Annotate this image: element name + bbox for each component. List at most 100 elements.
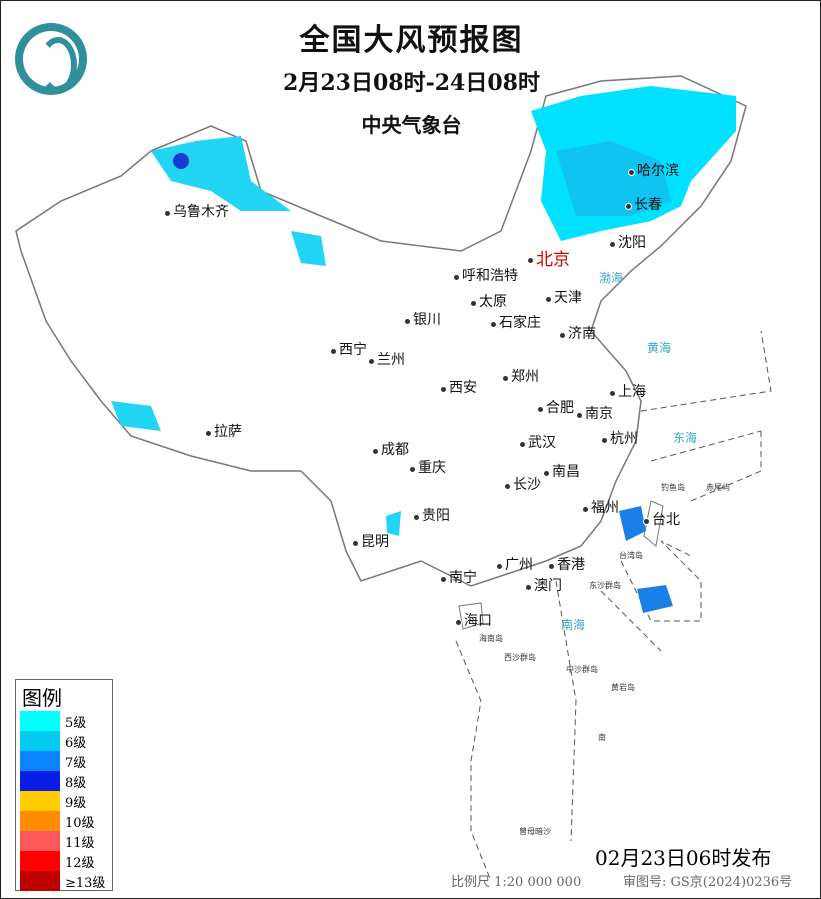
- city-dot: [330, 348, 337, 355]
- legend-swatch: [20, 871, 60, 891]
- city-dot: [576, 412, 583, 419]
- city-dot: [496, 563, 503, 570]
- city-dot: [519, 441, 526, 448]
- city-label: 广州: [505, 557, 533, 573]
- city-label: 昆明: [361, 534, 389, 550]
- city-dot: [548, 563, 555, 570]
- legend-label: ≥13级: [65, 875, 106, 891]
- island-label: 东沙群岛: [589, 581, 621, 590]
- city-label: 合肥: [546, 400, 574, 416]
- city-label: 南昌: [552, 464, 580, 480]
- legend-label: 6级: [65, 735, 87, 751]
- sea-label: 黄海: [647, 341, 672, 355]
- city-dot: [413, 514, 420, 521]
- city-dot: [559, 332, 566, 339]
- city-dot: [440, 576, 447, 583]
- city-dot: [368, 358, 375, 365]
- legend-swatch: [20, 751, 60, 771]
- island-label: 西沙群岛: [504, 653, 536, 662]
- city-dot: [502, 375, 509, 382]
- legend-swatch: [20, 731, 60, 751]
- city-dot: [164, 210, 171, 217]
- city-dot: [352, 540, 359, 547]
- city-label: 福州: [591, 500, 619, 516]
- legend-item: 12级: [16, 851, 112, 871]
- legend: 图例 5级 6级 7级 8级 9级 10级 11级 12级 ≥13级: [15, 679, 113, 891]
- city-label: 哈尔滨: [637, 163, 679, 179]
- legend-label: 8级: [65, 775, 87, 791]
- wind-area-taiwan-strait: [619, 506, 646, 541]
- legend-label: 9级: [65, 795, 87, 811]
- city-label: 西安: [449, 380, 477, 396]
- city-label: 长春: [634, 197, 662, 213]
- city-label: 西宁: [339, 342, 367, 358]
- city-label: 贵阳: [422, 508, 450, 524]
- island-label: 南: [598, 733, 606, 742]
- city-dot: [628, 169, 635, 176]
- island-label: 黄岩岛: [611, 683, 635, 692]
- legend-swatch: [20, 791, 60, 811]
- city-label: 天津: [554, 290, 582, 306]
- legend-item: 7级: [16, 751, 112, 771]
- city-label: 香港: [557, 557, 585, 573]
- city-dot: [504, 483, 511, 490]
- legend-label: 7级: [65, 755, 87, 771]
- city-label: 成都: [381, 442, 409, 458]
- city-label: 太原: [479, 294, 507, 310]
- city-dot: [372, 448, 379, 455]
- wind-area-xinjiang-8: [173, 153, 189, 169]
- city-label: 杭州: [610, 431, 638, 447]
- legend-item: 9级: [16, 791, 112, 811]
- forecast-period: 2月23日08时-24日08时: [283, 70, 540, 96]
- city-dot: [527, 257, 534, 264]
- legend-item: 10级: [16, 811, 112, 831]
- map-title: 全国大风预报图: [299, 23, 524, 58]
- south-china-sea-boundary: [455, 330, 772, 882]
- city-label: 银川: [413, 312, 441, 328]
- island-label: 赤尾屿: [706, 483, 730, 492]
- city-dot: [409, 466, 416, 473]
- legend-label: 10级: [65, 815, 95, 831]
- city-dot: [470, 300, 477, 307]
- legend-swatch: [20, 851, 60, 871]
- city-label: 台北: [652, 512, 680, 528]
- issue-time: 02月23日06时发布: [595, 846, 772, 870]
- legend-label: 5级: [65, 715, 87, 731]
- island-label: 曾母暗沙: [519, 827, 551, 836]
- city-dot: [537, 406, 544, 413]
- city-dot: [643, 518, 650, 525]
- legend-item: 8级: [16, 771, 112, 791]
- city-label: 郑州: [511, 369, 539, 385]
- sea-label: 渤海: [599, 271, 624, 285]
- city-label: 拉萨: [214, 424, 242, 440]
- city-dot: [455, 619, 462, 626]
- wind-area-xinjiang: [151, 136, 291, 211]
- issuer: 中央气象台: [361, 113, 462, 137]
- city-label: 乌鲁木齐: [173, 204, 229, 220]
- legend-item: 6级: [16, 731, 112, 751]
- city-dot: [525, 584, 532, 591]
- city-label: 兰州: [377, 352, 405, 368]
- legend-label: 11级: [65, 835, 95, 851]
- city-label: 长沙: [513, 477, 541, 493]
- legend-swatch: [20, 771, 60, 791]
- legend-swatch: [20, 811, 60, 831]
- city-label-capital: 北京: [536, 250, 570, 270]
- city-dot: [543, 470, 550, 477]
- city-label: 重庆: [418, 460, 446, 476]
- city-dot: [440, 386, 447, 393]
- legend-item: ≥13级: [16, 871, 112, 891]
- legend-item: 5级: [16, 711, 112, 731]
- map-approval-number: 审图号: GS京(2024)0236号: [623, 875, 793, 890]
- wind-areas: [111, 86, 736, 613]
- city-label: 海口: [464, 613, 492, 629]
- city-label: 南宁: [449, 570, 477, 586]
- city-dot: [625, 203, 632, 210]
- city-dot: [609, 241, 616, 248]
- scale-text: 比例尺 1:20 000 000: [451, 875, 582, 890]
- island-label: 海南岛: [479, 634, 503, 643]
- city-dot: [453, 274, 460, 281]
- wind-area-tibet: [111, 401, 161, 431]
